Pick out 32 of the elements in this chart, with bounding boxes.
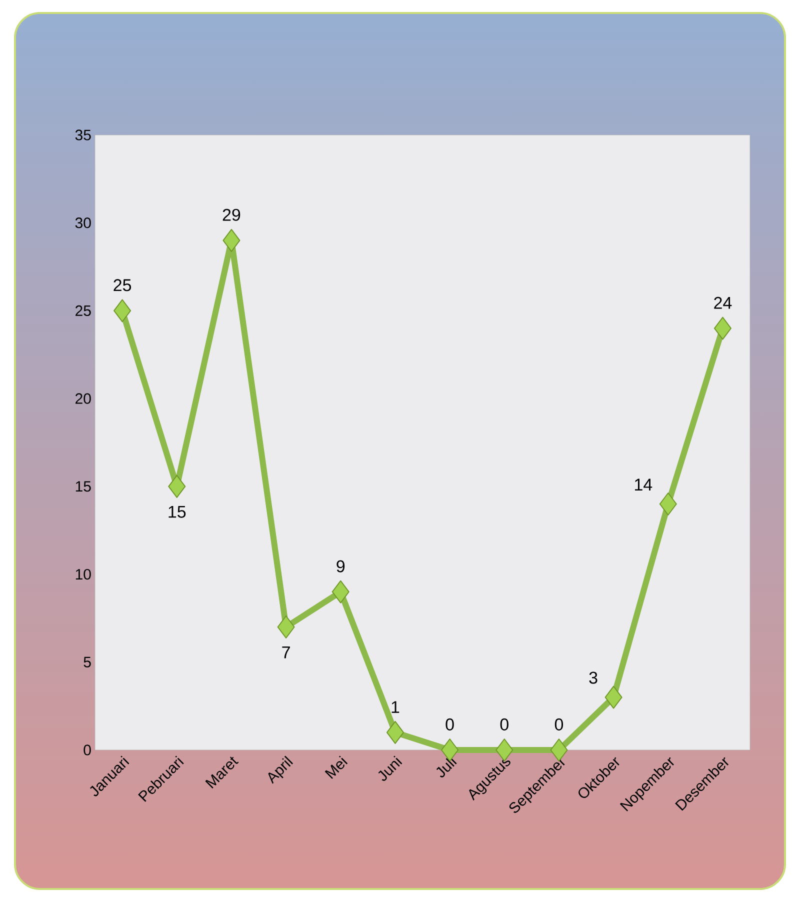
data-label: 15 (168, 506, 186, 518)
data-label: 29 (222, 208, 240, 221)
y-tick-label: 25 (76, 305, 91, 316)
data-label: 0 (554, 718, 564, 730)
point (222, 228, 240, 252)
y-tick-label: 30 (75, 218, 91, 228)
y-tick-label: 5 (84, 656, 91, 668)
point (114, 299, 132, 322)
data-label: 0 (500, 718, 508, 730)
y-tick-label: 35 (75, 130, 91, 140)
data-label: 14 (634, 478, 652, 490)
x-tick-label: Juni (378, 756, 402, 781)
point (168, 474, 186, 498)
data-label: 24 (714, 296, 732, 309)
point (714, 316, 732, 340)
point (277, 615, 295, 638)
data-label: 9 (336, 560, 345, 572)
y-tick-label: 20 (76, 393, 91, 404)
point (332, 580, 350, 604)
y-tick-label: 15 (76, 481, 91, 492)
point (659, 492, 677, 516)
point (604, 686, 622, 709)
data-label: 1 (392, 701, 400, 713)
y-tick-label: 0 (84, 744, 91, 756)
data-label: 25 (114, 279, 132, 292)
data-label: 7 (282, 646, 290, 658)
x-tick-label: Mei (324, 756, 348, 779)
y-tick-label: 10 (76, 568, 91, 580)
data-label: 0 (446, 718, 454, 730)
point (386, 720, 404, 744)
x-tick-label: Juli (436, 756, 457, 778)
data-label: 3 (589, 672, 598, 684)
